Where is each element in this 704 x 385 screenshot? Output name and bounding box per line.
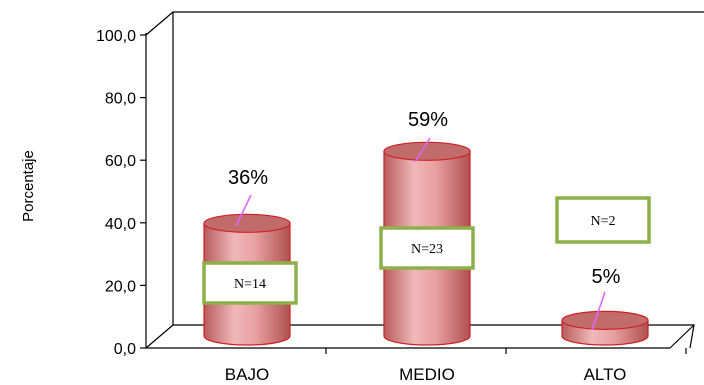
leader-line — [591, 291, 606, 331]
y-tick-label: 80,0 — [105, 91, 136, 108]
count-box-frame — [379, 226, 475, 270]
y-tick-label: 20,0 — [105, 278, 136, 295]
y-axis: 0,0 20,0 40,0 60,0 80,0 100,0 — [96, 28, 147, 358]
x-tick-label: BAJO — [225, 365, 269, 384]
back-wall-top — [145, 11, 704, 36]
y-tick-label: 100,0 — [96, 28, 136, 45]
y-tick-label: 60,0 — [105, 153, 136, 170]
value-label: 5% — [592, 266, 621, 288]
bar-top — [561, 310, 649, 330]
y-tick-label: 0,0 — [114, 341, 136, 358]
count-box-frame — [202, 261, 298, 305]
count-box: N=23 — [379, 226, 475, 270]
count-box: N=2 — [555, 196, 651, 244]
y-tick-label: 40,0 — [105, 216, 136, 233]
x-tick-label: ALTO — [584, 365, 627, 384]
x-tick-label: MEDIO — [399, 365, 455, 384]
leader-line — [414, 137, 431, 163]
bar-alto — [561, 310, 649, 346]
x-axis: BAJO MEDIO ALTO — [225, 348, 687, 384]
y-axis-title: Porcentaje — [20, 150, 37, 222]
value-label: 36% — [228, 167, 268, 189]
count-label: N=14 — [234, 277, 266, 292]
count-box-frame — [555, 196, 651, 244]
data-labels: 36% 59% 5% N=14 N=23 N=2 — [202, 109, 651, 331]
bar-top — [383, 141, 471, 161]
bar-top — [203, 213, 291, 233]
count-label: N=2 — [590, 214, 615, 229]
count-box: N=14 — [202, 261, 298, 305]
count-label: N=23 — [411, 242, 443, 257]
value-label: 59% — [408, 109, 448, 131]
bar-series — [203, 141, 649, 346]
floor-right-edge — [669, 324, 695, 349]
leader-line — [235, 194, 252, 227]
